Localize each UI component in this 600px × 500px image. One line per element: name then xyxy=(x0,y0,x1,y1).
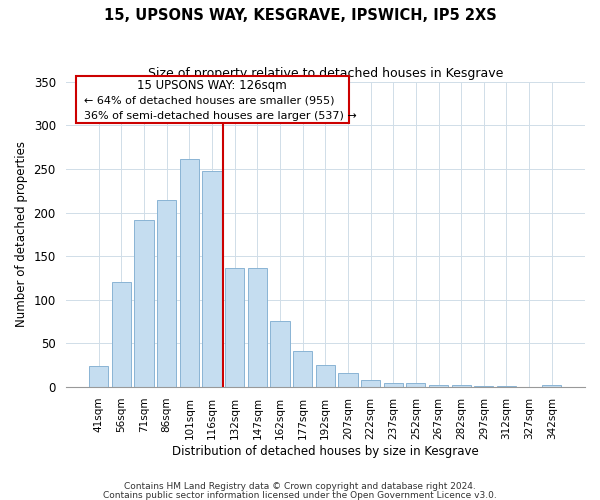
Bar xyxy=(225,268,244,387)
Bar xyxy=(383,382,403,387)
Bar xyxy=(316,366,335,387)
FancyBboxPatch shape xyxy=(76,76,349,123)
Bar xyxy=(271,321,290,387)
Bar xyxy=(361,380,380,387)
Bar xyxy=(406,382,425,387)
Text: 15 UPSONS WAY: 126sqm: 15 UPSONS WAY: 126sqm xyxy=(137,78,287,92)
Text: Contains HM Land Registry data © Crown copyright and database right 2024.: Contains HM Land Registry data © Crown c… xyxy=(124,482,476,491)
Bar xyxy=(474,386,493,387)
Bar xyxy=(248,268,267,387)
Y-axis label: Number of detached properties: Number of detached properties xyxy=(15,142,28,328)
Text: 36% of semi-detached houses are larger (537) →: 36% of semi-detached houses are larger (… xyxy=(84,110,356,120)
Bar xyxy=(112,282,131,387)
Text: ← 64% of detached houses are smaller (955): ← 64% of detached houses are smaller (95… xyxy=(84,96,334,106)
Bar xyxy=(429,386,448,387)
Text: 15, UPSONS WAY, KESGRAVE, IPSWICH, IP5 2XS: 15, UPSONS WAY, KESGRAVE, IPSWICH, IP5 2… xyxy=(104,8,496,22)
X-axis label: Distribution of detached houses by size in Kesgrave: Distribution of detached houses by size … xyxy=(172,444,479,458)
Bar xyxy=(180,160,199,387)
Bar xyxy=(542,386,562,387)
Bar xyxy=(338,373,358,387)
Text: Contains public sector information licensed under the Open Government Licence v3: Contains public sector information licen… xyxy=(103,490,497,500)
Bar xyxy=(293,352,312,387)
Bar xyxy=(497,386,516,387)
Bar xyxy=(134,220,154,387)
Bar xyxy=(157,200,176,387)
Title: Size of property relative to detached houses in Kesgrave: Size of property relative to detached ho… xyxy=(148,68,503,80)
Bar xyxy=(452,386,471,387)
Bar xyxy=(89,366,109,387)
Bar xyxy=(202,170,221,387)
